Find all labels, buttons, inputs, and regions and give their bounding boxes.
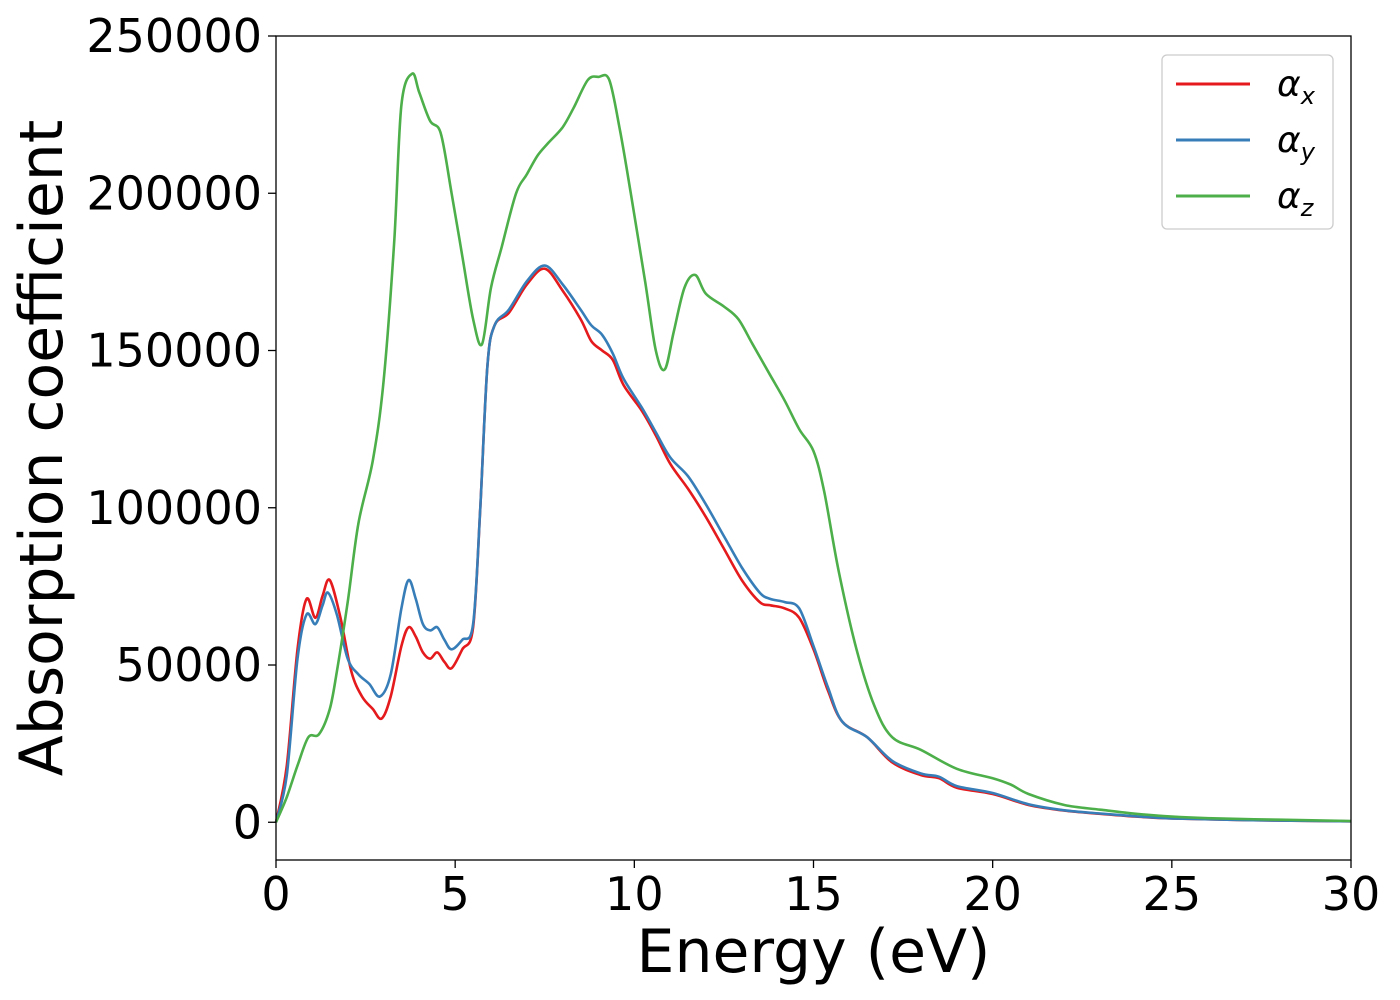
- x-tick-label: 20: [963, 867, 1022, 921]
- legend-label-y: αy: [1277, 120, 1316, 166]
- x-tick-label: 10: [605, 867, 664, 921]
- x-tick-label: 0: [261, 867, 290, 921]
- series-line-z: [274, 72, 1352, 823]
- x-tick-label: 5: [441, 867, 470, 921]
- y-tick-label: 50000: [116, 638, 262, 692]
- legend-label-x: αx: [1277, 64, 1316, 110]
- series-line-y: [274, 264, 1352, 823]
- series-line-x: [274, 267, 1352, 823]
- y-tick-label: 150000: [86, 324, 262, 378]
- x-axis-ticks: 0 5 10 15 20 25 30: [261, 860, 1380, 921]
- y-tick-label: 200000: [86, 166, 262, 220]
- y-tick-label: 250000: [86, 9, 262, 63]
- legend-box: [1161, 54, 1334, 230]
- series-lines: [274, 72, 1352, 823]
- legend: αx αy αz: [1161, 54, 1334, 230]
- y-tick-label: 0: [233, 795, 262, 849]
- y-axis-title: Absorption coefficient: [7, 120, 77, 777]
- x-axis-title: Energy (eV): [637, 917, 991, 987]
- y-axis-ticks: 0 50000 100000 150000 200000 250000: [86, 9, 276, 849]
- x-tick-label: 15: [784, 867, 843, 921]
- y-tick-label: 100000: [86, 481, 262, 535]
- legend-label-z: αz: [1277, 176, 1315, 222]
- x-tick-label: 25: [1143, 867, 1202, 921]
- x-tick-label: 30: [1322, 867, 1381, 921]
